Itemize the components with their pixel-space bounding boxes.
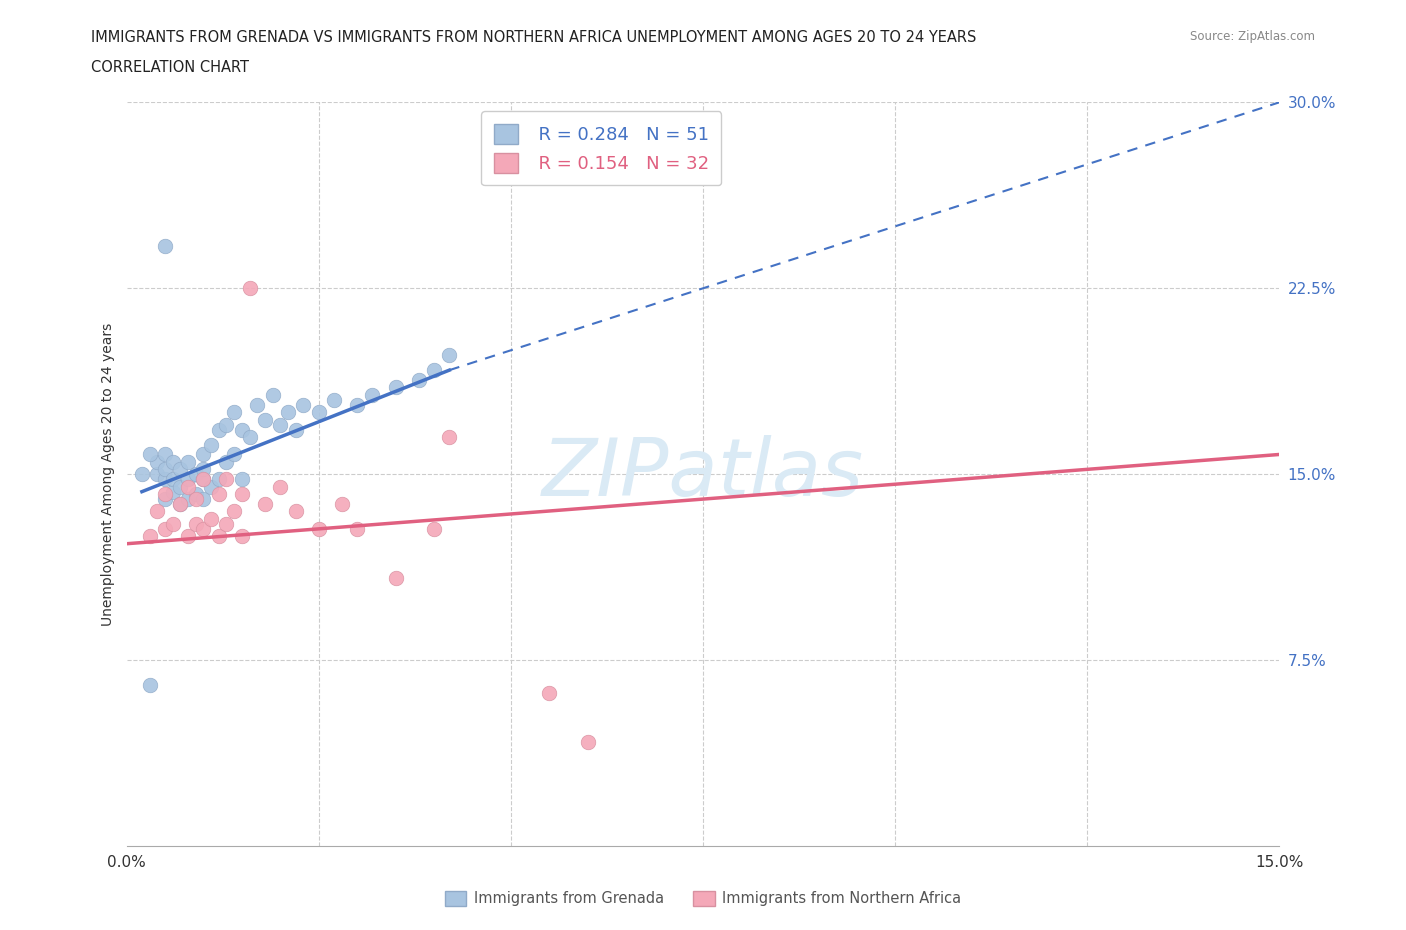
Point [277, 405, 299, 419]
Point [177, 492, 200, 507]
Point [253, 412, 276, 427]
Point [169, 479, 191, 494]
Text: IMMIGRANTS FROM GRENADA VS IMMIGRANTS FROM NORTHERN AFRICA UNEMPLOYMENT AMONG AG: IMMIGRANTS FROM GRENADA VS IMMIGRANTS FR… [91, 30, 977, 45]
Point [423, 522, 446, 537]
Point [215, 455, 238, 470]
Point [408, 373, 430, 388]
Point [215, 516, 238, 531]
Point [200, 437, 222, 452]
Point [146, 455, 169, 470]
Point [138, 447, 160, 462]
Point [538, 685, 561, 700]
Point [162, 485, 184, 499]
Text: ZIPatlas: ZIPatlas [541, 435, 865, 513]
Y-axis label: Unemployment Among Ages 20 to 24 years: Unemployment Among Ages 20 to 24 years [101, 323, 115, 626]
Point [215, 472, 238, 486]
Point [423, 363, 446, 378]
Point [208, 472, 231, 486]
Point [162, 516, 184, 531]
Point [200, 479, 222, 494]
Point [184, 492, 207, 507]
Point [262, 388, 284, 403]
Legend: Immigrants from Grenada, Immigrants from Northern Africa: Immigrants from Grenada, Immigrants from… [439, 885, 967, 912]
Point [153, 522, 176, 537]
Point [284, 422, 307, 437]
Point [153, 472, 176, 486]
Point [576, 735, 599, 750]
Legend:   R = 0.284   N = 51,   R = 0.154   N = 32: R = 0.284 N = 51, R = 0.154 N = 32 [481, 112, 721, 185]
Point [215, 418, 238, 432]
Point [323, 392, 346, 407]
Point [131, 467, 153, 482]
Point [193, 462, 215, 477]
Point [169, 462, 191, 477]
Text: CORRELATION CHART: CORRELATION CHART [91, 60, 249, 75]
Point [208, 486, 231, 501]
Point [184, 486, 207, 501]
Point [308, 405, 330, 419]
Point [153, 447, 176, 462]
Point [231, 529, 253, 544]
Point [253, 497, 276, 512]
Point [169, 497, 191, 512]
Point [384, 380, 406, 395]
Point [231, 472, 253, 486]
Point [193, 472, 215, 486]
Point [153, 239, 176, 254]
Point [153, 486, 176, 501]
Point [224, 447, 246, 462]
Point [200, 512, 222, 526]
Text: Source: ZipAtlas.com: Source: ZipAtlas.com [1189, 30, 1315, 43]
Point [177, 455, 200, 470]
Point [308, 522, 330, 537]
Point [439, 348, 461, 363]
Point [224, 405, 246, 419]
Point [231, 422, 253, 437]
Point [292, 397, 315, 412]
Point [146, 504, 169, 519]
Point [269, 479, 291, 494]
Point [169, 497, 191, 512]
Point [439, 430, 461, 445]
Point [231, 486, 253, 501]
Point [330, 497, 353, 512]
Point [177, 479, 200, 494]
Point [193, 447, 215, 462]
Point [177, 529, 200, 544]
Point [138, 678, 160, 693]
Point [361, 388, 384, 403]
Point [193, 522, 215, 537]
Point [162, 455, 184, 470]
Point [246, 397, 269, 412]
Point [193, 492, 215, 507]
Point [146, 467, 169, 482]
Point [138, 529, 160, 544]
Point [384, 571, 406, 586]
Point [224, 504, 246, 519]
Point [153, 492, 176, 507]
Point [177, 472, 200, 486]
Point [238, 281, 260, 296]
Point [284, 504, 307, 519]
Point [184, 516, 207, 531]
Point [193, 472, 215, 486]
Point [184, 467, 207, 482]
Point [238, 430, 260, 445]
Point [269, 418, 291, 432]
Point [162, 472, 184, 486]
Point [208, 422, 231, 437]
Point [208, 529, 231, 544]
Point [346, 397, 368, 412]
Point [346, 522, 368, 537]
Point [153, 462, 176, 477]
